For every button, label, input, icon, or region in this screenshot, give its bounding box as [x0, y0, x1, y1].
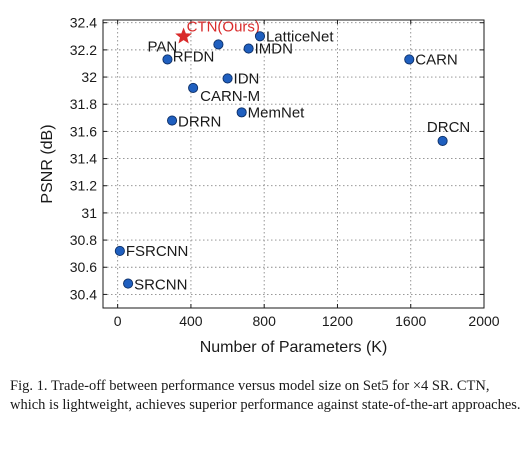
point-label-pan: PAN	[147, 38, 177, 55]
point-marker-fsrcnn	[114, 245, 125, 256]
point-label-carn: CARN	[415, 51, 458, 68]
point-label-carn-m: CARN-M	[200, 88, 260, 105]
point-label-imdn: IMDN	[255, 41, 293, 58]
point-label-drcn: DRCN	[427, 119, 470, 136]
y-tick-label: 32.2	[70, 42, 97, 58]
point-marker-pan	[162, 54, 173, 65]
y-tick-label: 30.8	[70, 232, 97, 248]
y-tick-label: 31	[81, 205, 97, 221]
x-tick-label: 1200	[322, 313, 353, 329]
x-tick-label: 800	[253, 313, 277, 329]
axis-ticks: 0 400 800 1200 1600 2000 30.4 30.6 30.8 31 31.2 31.…	[70, 15, 500, 329]
y-tick-label: 32	[81, 69, 97, 85]
point-label-ctn-ours: CTN(Ours)	[187, 18, 260, 35]
point-marker-drcn	[437, 135, 448, 146]
point-marker-carn-m	[188, 82, 199, 93]
point-marker-latticenet	[254, 31, 266, 42]
y-tick-label: 30.6	[70, 259, 97, 275]
point-marker-rfdn	[213, 39, 224, 50]
point-label-latticenet: LatticeNet	[266, 28, 334, 45]
point-marker-drrn	[167, 115, 178, 126]
star-marker-ctn-ours	[175, 27, 193, 44]
point-marker-carn	[404, 54, 415, 65]
y-tick-label: 31.8	[70, 96, 97, 112]
point-marker-srcnn	[123, 278, 134, 289]
y-axis-label: PSNR (dB)	[39, 124, 56, 203]
point-label-rfdn: RFDN	[173, 48, 215, 65]
x-axis-label: Number of Parameters (K)	[200, 339, 388, 356]
y-tick-label: 30.4	[70, 286, 97, 302]
point-marker-imdn	[243, 43, 254, 54]
y-tick-label: 31.4	[70, 151, 97, 167]
x-tick-label: 0	[114, 313, 122, 329]
point-marker-idn	[222, 73, 233, 84]
x-tick-label: 2000	[468, 313, 499, 329]
scatter-chart: 0 400 800 1200 1600 2000 30.4 30.6 30.8 31 31.2 31.…	[39, 15, 500, 356]
point-label-fsrcnn: FSRCNN	[126, 243, 189, 260]
point-label-srcnn: SRCNN	[134, 277, 187, 294]
point-label-memnet: MemNet	[248, 104, 306, 121]
plot-frame	[102, 19, 485, 309]
y-tick-label: 31.6	[70, 123, 97, 139]
y-tick-label: 32.4	[70, 15, 97, 31]
x-tick-label: 400	[179, 313, 203, 329]
x-tick-label: 1600	[395, 313, 426, 329]
y-tick-label: 31.2	[70, 178, 97, 194]
point-label-idn: IDN	[234, 70, 260, 87]
figure-caption: Fig. 1. Trade-off between performance ve…	[10, 378, 521, 413]
point-label-drrn: DRRN	[178, 114, 221, 131]
point-marker-memnet	[236, 107, 247, 118]
